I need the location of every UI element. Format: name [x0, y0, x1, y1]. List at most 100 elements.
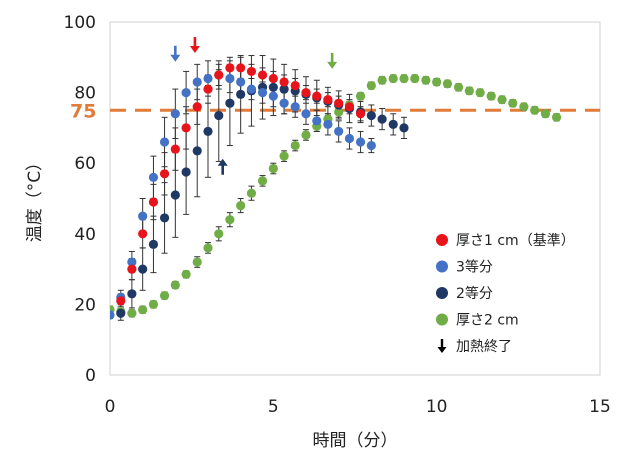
legend-marker [436, 260, 448, 273]
legend-marker [436, 313, 448, 326]
data-point [203, 73, 213, 84]
x-axis-title: 時間（分） [313, 431, 398, 451]
data-point [203, 126, 213, 137]
data-point [246, 84, 257, 94]
data-point [290, 80, 300, 91]
data-point [301, 130, 311, 140]
data-point [181, 269, 191, 279]
data-point [127, 289, 137, 299]
data-point [475, 88, 485, 98]
data-point [170, 190, 180, 200]
data-point [540, 109, 551, 119]
data-point [127, 264, 137, 274]
data-point [159, 213, 170, 223]
data-point [225, 98, 235, 108]
legend-marker [436, 234, 448, 246]
annotation-arrows [170, 36, 338, 175]
data-point [312, 116, 322, 126]
data-point [399, 123, 409, 133]
data-point [192, 102, 202, 112]
data-point [170, 109, 180, 119]
data-point [214, 70, 224, 80]
data-point [432, 77, 442, 87]
data-point [192, 257, 202, 267]
data-point [366, 80, 376, 91]
data-point [279, 151, 289, 161]
plot-area [110, 55, 562, 321]
y-tick-label: 60 [74, 154, 96, 174]
data-point [279, 77, 289, 87]
data-point [486, 91, 496, 101]
y-tick-label: 100 [64, 13, 96, 33]
data-point [116, 308, 126, 318]
reference-line-group: 75 [70, 100, 600, 122]
data-point [268, 82, 278, 92]
data-point [192, 146, 202, 156]
data-point [214, 110, 224, 121]
data-point [236, 63, 246, 73]
data-point [268, 91, 278, 101]
data-point [148, 239, 159, 249]
y-tick-label: 0 [85, 366, 96, 386]
y-tick-label: 40 [74, 225, 96, 245]
data-point [181, 123, 191, 133]
data-point [203, 84, 213, 94]
data-point [138, 264, 148, 274]
data-point [268, 73, 278, 84]
data-point [530, 105, 540, 115]
data-point [334, 98, 344, 108]
data-point [138, 229, 148, 239]
legend-label: 厚さ2 cm [456, 313, 519, 329]
data-point [551, 112, 562, 122]
data-point [323, 119, 333, 129]
data-point [334, 126, 344, 137]
data-point [366, 110, 376, 121]
data-point [355, 137, 366, 147]
y-tick-labels: 0 20 40 60 80 100 [64, 13, 96, 386]
data-point [159, 290, 170, 301]
data-point [127, 257, 137, 267]
data-point [148, 172, 159, 182]
down-arrow-icon [437, 339, 447, 353]
data-point [246, 66, 257, 77]
data-point [442, 79, 453, 89]
data-point [323, 95, 333, 105]
data-point [279, 98, 289, 108]
data-point [366, 140, 376, 151]
data-point [110, 310, 115, 320]
down-arrow-icon [189, 36, 200, 53]
down-arrow-icon [170, 45, 181, 62]
data-point [290, 102, 300, 112]
y-tick-label: 80 [74, 84, 96, 104]
legend-label: 厚さ1 cm（基準） [456, 232, 575, 249]
data-point [192, 77, 202, 87]
data-point [170, 144, 180, 154]
data-point [344, 102, 355, 112]
legend-marker [436, 287, 448, 299]
data-point [344, 133, 355, 144]
data-point [148, 299, 159, 309]
data-point [290, 140, 300, 151]
up-arrow-icon [217, 158, 228, 175]
data-point [148, 197, 159, 207]
data-point [355, 109, 366, 119]
data-point [236, 89, 246, 99]
data-point [377, 114, 387, 124]
data-point [170, 280, 180, 290]
data-point [399, 73, 409, 84]
data-point [138, 211, 148, 221]
legend-label: 加熱終了 [456, 339, 512, 355]
plot-frame [109, 21, 601, 376]
data-point [301, 88, 311, 98]
data-point [421, 75, 431, 85]
data-point [312, 91, 322, 101]
x-tick-label: 0 [105, 397, 116, 417]
data-point [388, 73, 398, 84]
data-point [214, 229, 224, 239]
data-point [225, 215, 235, 225]
data-point [268, 163, 278, 174]
down-arrow-icon [327, 52, 338, 69]
data-point [257, 176, 268, 186]
